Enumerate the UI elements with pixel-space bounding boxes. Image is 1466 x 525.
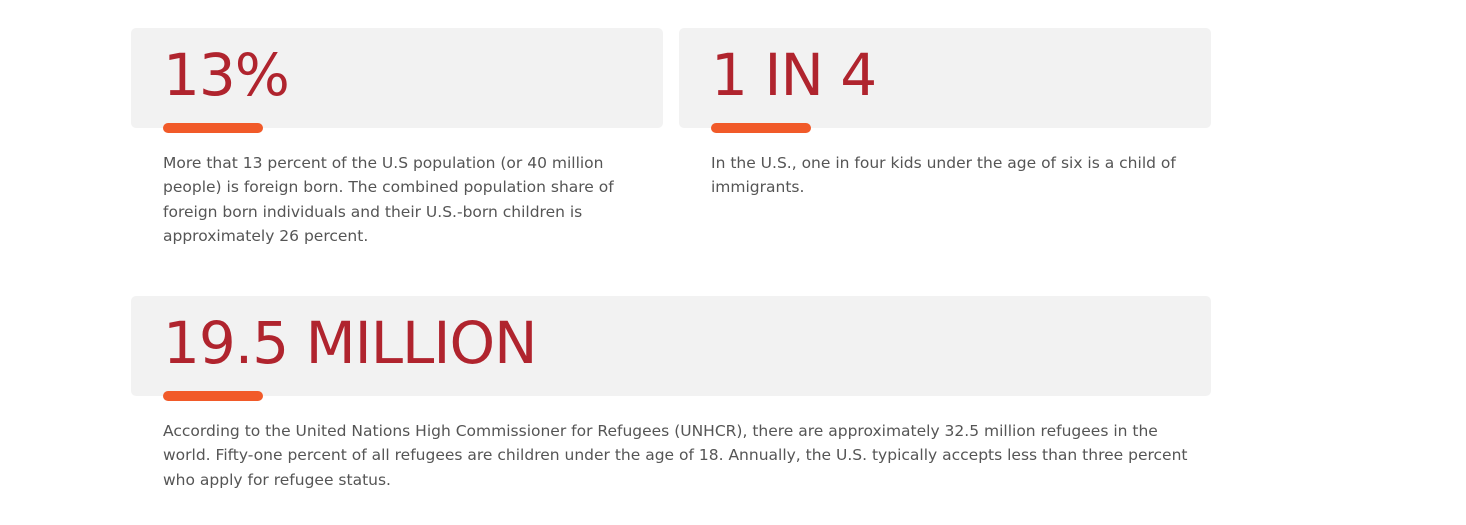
accent-bar [163,123,263,133]
stat-description: In the U.S., one in four kids under the … [711,154,1176,197]
stat-highlight-box [131,296,1211,396]
stat-highlight-box [679,28,1211,128]
accent-bar [163,391,263,401]
stat-number: 19.5 MILLION [163,309,537,377]
stat-highlight-box [131,28,663,128]
stat-description: According to the United Nations High Com… [163,422,1188,489]
stat-number: 1 IN 4 [711,41,877,109]
stat-number: 13% [163,41,290,109]
accent-bar [711,123,811,133]
stat-description: More that 13 percent of the U.S populati… [163,154,614,245]
